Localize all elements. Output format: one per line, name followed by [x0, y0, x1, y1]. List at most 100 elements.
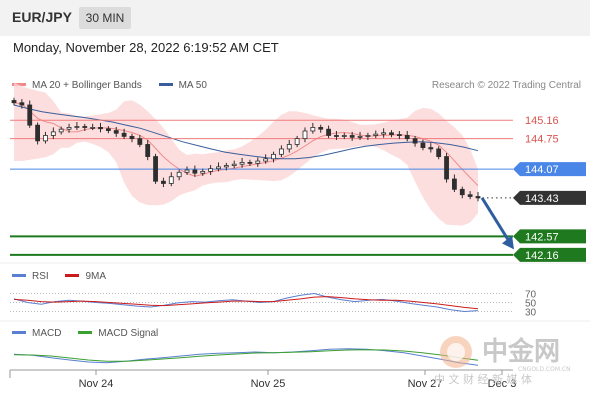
candle-body — [168, 176, 174, 184]
legend-label-macd: MACD — [32, 328, 62, 339]
x-tick-label-2: Nov 27 — [408, 378, 443, 390]
timeframe-badge[interactable]: 30 MIN — [79, 7, 131, 29]
candle-body — [208, 168, 214, 172]
candle-body — [43, 135, 48, 142]
candle-body — [263, 158, 269, 162]
rsi-level-label-30: 30 — [525, 308, 537, 319]
candle-body — [278, 148, 284, 155]
candle-body — [381, 132, 387, 135]
candle-body — [459, 188, 465, 196]
macd-signal-line — [13, 349, 479, 362]
candle-body — [255, 160, 261, 164]
candle-body — [467, 194, 473, 197]
candle-body — [137, 138, 143, 145]
legend-swatch-bollinger — [12, 82, 26, 86]
candle-body — [105, 128, 111, 131]
credit-text: Research © 2022 Trading Central — [431, 80, 581, 91]
level-label-143-43: 143.43 — [525, 193, 559, 205]
candle-body — [341, 135, 347, 137]
candle-body — [50, 131, 56, 136]
level-label-144-75: 144.75 — [525, 134, 559, 146]
legend-label-macd-signal: MACD Signal — [98, 328, 159, 339]
bollinger-band — [14, 82, 478, 226]
candle-body — [365, 135, 371, 137]
candle-body — [90, 127, 96, 129]
candle-body — [357, 135, 363, 138]
level-label-144-07: 144.07 — [525, 164, 559, 176]
level-tag-144-07 — [513, 162, 586, 177]
candle-body — [373, 133, 379, 136]
candle-body — [192, 169, 198, 174]
candle-body — [452, 178, 457, 190]
candle-body — [428, 147, 434, 150]
candle-body — [310, 127, 316, 132]
rsi-9ma-line — [13, 296, 479, 310]
legend-swatch-rsi — [12, 273, 26, 277]
legend-label-9ma: 9MA — [85, 271, 107, 282]
x-tick-label-1: Nov 25 — [251, 378, 286, 390]
legend-swatch-ma50 — [158, 82, 173, 86]
rsi-level-label-50: 50 — [525, 299, 537, 310]
candle-body — [121, 132, 127, 137]
candle-body — [239, 161, 245, 165]
candle-body — [247, 161, 253, 164]
candle-body — [286, 144, 292, 150]
currency-pair-title: EUR/JPY — [12, 9, 72, 25]
candle-body — [420, 142, 426, 148]
legend-rsi: RSI 9MA — [12, 271, 106, 282]
candle-body — [216, 166, 221, 170]
candle-body — [98, 127, 103, 130]
legend-main: MA 20 + Bollinger Bands MA 50 — [12, 80, 207, 91]
forecast-arrow-head — [502, 235, 514, 250]
candle-body — [349, 135, 355, 138]
candle-body — [145, 144, 151, 157]
candle-body — [444, 156, 449, 180]
level-label-142-57: 142.57 — [525, 231, 559, 243]
timestamp: Monday, November 28, 2022 6:19:52 AM CET — [13, 40, 279, 55]
watermark-logo: 中金网 中 文 财 经 新 媒 体 CNGOLD.COM.CN — [434, 336, 571, 386]
rsi-line — [13, 292, 479, 313]
watermark-brand: 中金网 — [482, 336, 560, 367]
level-tag-142-16 — [513, 247, 586, 262]
candle-body — [129, 135, 135, 140]
candle-body — [404, 135, 410, 140]
rsi-level-label-70: 70 — [525, 290, 537, 301]
candle-body — [200, 170, 206, 174]
candle-body — [176, 171, 182, 178]
candle-body — [35, 124, 40, 142]
watermark-domain: CNGOLD.COM.CN — [518, 366, 571, 373]
candle-body — [223, 165, 229, 168]
candle-body — [412, 138, 418, 144]
candle-body — [19, 102, 25, 106]
x-tick-label-3: Dec 3 — [488, 378, 517, 390]
candle-body — [334, 135, 339, 137]
legend-label-bollinger: MA 20 + Bollinger Bands — [32, 80, 142, 91]
level-tag-143-43 — [513, 190, 586, 205]
watermark-sub: 中 文 财 经 新 媒 体 — [434, 372, 532, 386]
x-tick-label-0: Nov 24 — [79, 378, 114, 390]
candle-body — [271, 153, 276, 160]
candle-body — [82, 126, 88, 128]
candle-body — [318, 127, 324, 130]
macd-line — [13, 348, 479, 366]
candle-body — [27, 104, 33, 126]
candle-body — [231, 163, 237, 166]
level-tag-142-57 — [513, 229, 586, 244]
level-label-142-16: 142.16 — [525, 250, 559, 262]
candle-body — [11, 100, 17, 104]
chart-header: EUR/JPY 30 MIN — [0, 0, 590, 36]
candle-body — [74, 126, 80, 128]
candle-body — [475, 196, 481, 199]
candle-body — [294, 138, 300, 145]
legend-swatch-9ma — [65, 273, 80, 277]
candle-body — [58, 128, 64, 133]
candle-body — [389, 132, 394, 135]
forecast-arrow-shaft — [480, 197, 513, 246]
ma50-line — [13, 104, 479, 160]
legend-swatch-macd-signal — [78, 330, 93, 334]
candle-body — [184, 169, 190, 173]
legend-label-ma50: MA 50 — [178, 80, 207, 91]
legend-label-rsi: RSI — [32, 271, 49, 282]
candle-body — [153, 156, 158, 182]
